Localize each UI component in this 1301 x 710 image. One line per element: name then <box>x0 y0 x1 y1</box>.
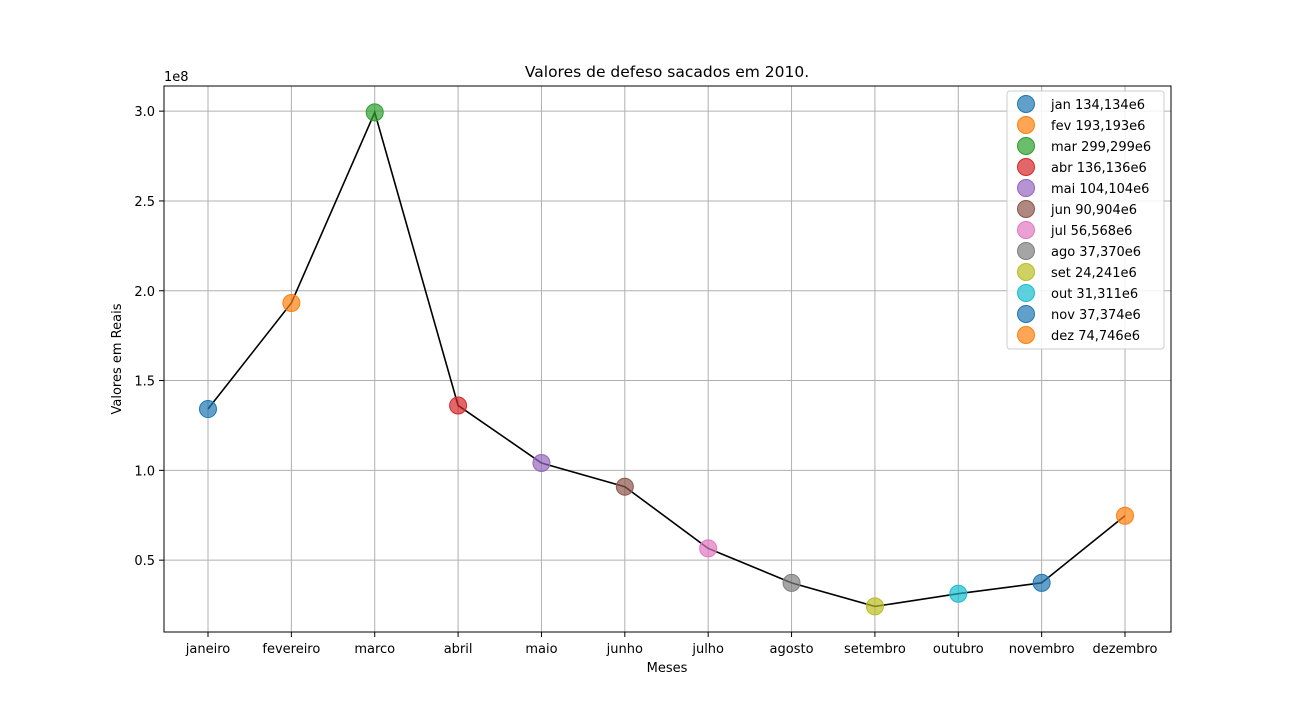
legend-label: abr 136,136e6 <box>1051 161 1147 176</box>
legend: jan 134,134e6 fev 193,193e6 mar 299,299e6 a… <box>1006 90 1165 350</box>
y-tick-label: 2.5 <box>134 195 155 210</box>
legend-marker <box>1017 158 1035 176</box>
x-axis-ticks: janeiro fevereiro marco abril maio junho julho… <box>185 632 1158 657</box>
plot-frame <box>163 85 1172 633</box>
legend-marker <box>1017 263 1035 281</box>
x-tick-label: junho <box>606 642 643 657</box>
legend-marker <box>1017 242 1035 260</box>
x-tick-label: setembro <box>844 642 906 657</box>
y-tick-label: 1.5 <box>134 375 155 390</box>
data-point-marker <box>782 573 801 592</box>
legend-label: ago 37,370e6 <box>1051 245 1141 260</box>
x-tick-label: marco <box>354 642 395 657</box>
legend-label: nov 37,374e6 <box>1051 308 1141 323</box>
data-point-marker <box>615 477 634 496</box>
y-tick-label: 2.0 <box>134 285 155 300</box>
legend-label: out 31,311e6 <box>1051 287 1138 302</box>
legend-marker <box>1017 95 1035 113</box>
legend-label: jun 90,904e6 <box>1050 203 1137 218</box>
x-tick-label: maio <box>525 642 557 657</box>
legend-marker <box>1017 221 1035 239</box>
legend-label: mai 104,104e6 <box>1051 182 1149 197</box>
data-point-marker <box>865 597 884 616</box>
data-point-marker <box>282 293 301 312</box>
legend-label: jul 56,568e6 <box>1050 224 1132 239</box>
legend-label: mar 299,299e6 <box>1051 140 1151 155</box>
data-point-marker <box>1032 573 1051 592</box>
x-tick-label: julho <box>691 642 724 657</box>
legend-label: fev 193,193e6 <box>1051 119 1145 134</box>
x-tick-label: janeiro <box>185 642 230 657</box>
data-point-marker <box>699 539 718 558</box>
legend-marker <box>1017 305 1035 323</box>
legend-label: set 24,241e6 <box>1051 266 1137 281</box>
legend-marker <box>1017 326 1035 344</box>
legend-marker <box>1017 284 1035 302</box>
x-axis-label: Meses <box>647 661 688 676</box>
legend-box <box>1006 90 1165 350</box>
data-point-marker <box>449 396 468 415</box>
data-point-marker <box>949 584 968 603</box>
x-tick-label: novembro <box>1009 642 1075 657</box>
data-point-marker <box>199 400 217 419</box>
y-axis-ticks: 0.5 1.0 1.5 2.0 2.5 3.0 <box>134 105 164 569</box>
x-tick-label: abril <box>444 642 473 657</box>
y-tick-label: 1.0 <box>134 464 155 479</box>
series-line <box>207 110 1126 608</box>
legend-marker <box>1017 200 1035 218</box>
legend-marker <box>1017 137 1035 155</box>
data-point-marker <box>532 453 551 472</box>
y-offset-text: 1e8 <box>164 70 189 85</box>
marker-group <box>199 103 1134 616</box>
legend-marker <box>1017 179 1035 197</box>
x-tick-label: agosto <box>770 642 814 657</box>
data-point-marker <box>365 103 384 122</box>
x-tick-label: fevereiro <box>262 642 320 657</box>
y-tick-label: 3.0 <box>134 105 155 120</box>
series-line-group <box>207 110 1126 608</box>
x-tick-label: outubro <box>933 642 984 657</box>
y-axis-label: Valores em Reais <box>110 303 125 414</box>
chart-title: Valores de defeso sacados em 2010. <box>525 63 809 81</box>
legend-label: jan 134,134e6 <box>1050 98 1145 113</box>
legend-label: dez 74,746e6 <box>1051 329 1140 344</box>
y-tick-label: 0.5 <box>134 554 155 569</box>
grid <box>164 86 1171 632</box>
legend-marker <box>1017 116 1035 134</box>
data-point-marker <box>1116 506 1134 525</box>
x-tick-label: dezembro <box>1093 642 1158 657</box>
